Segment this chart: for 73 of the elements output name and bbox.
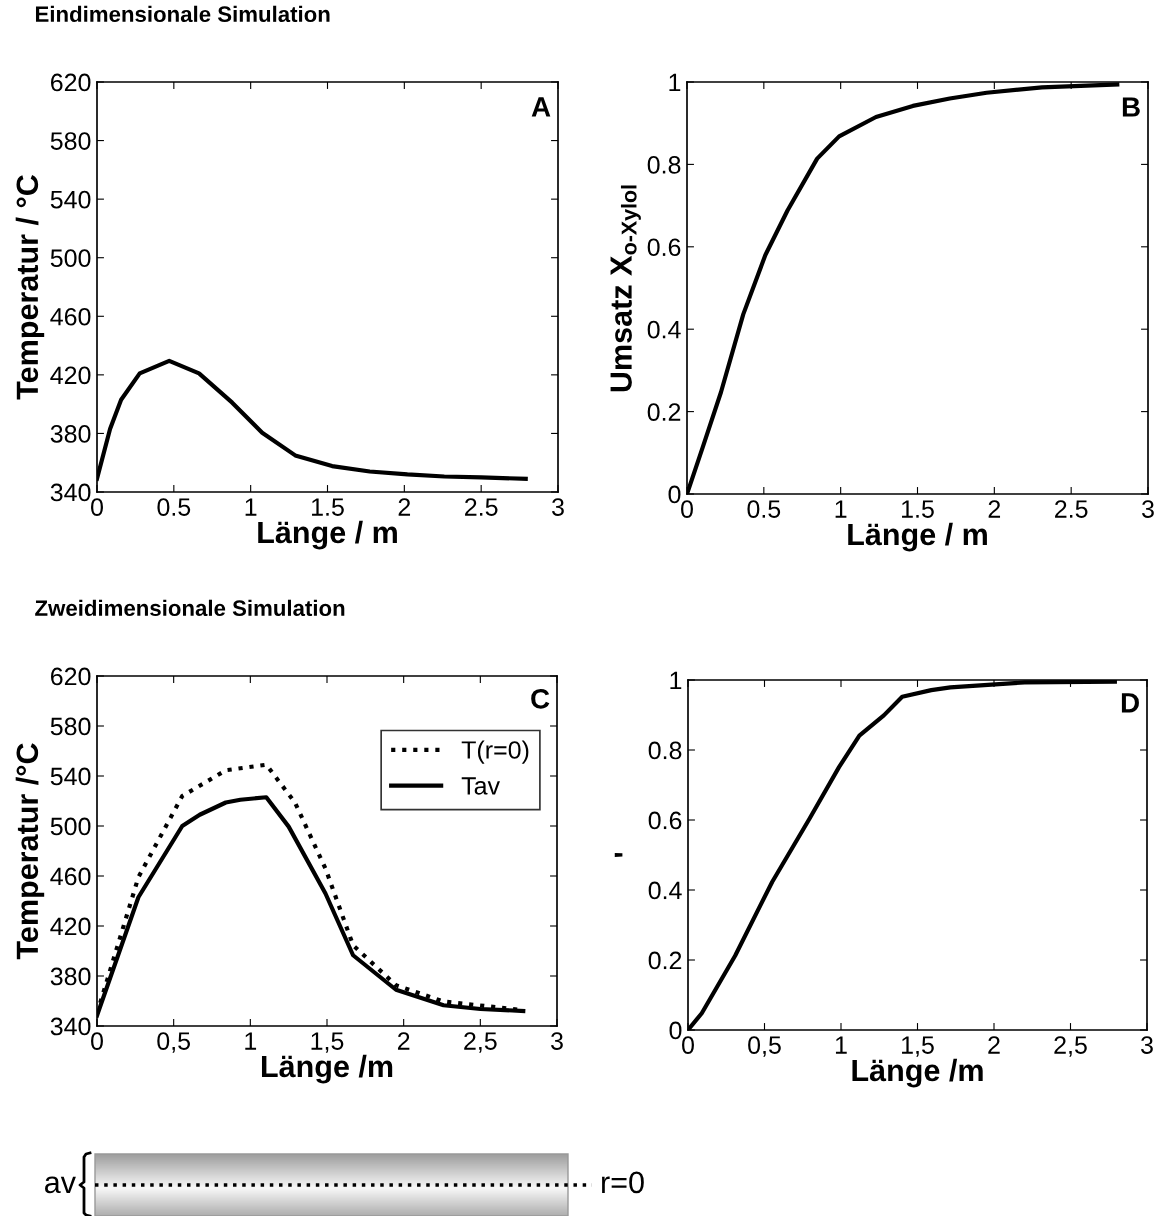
y-tick-label: 340 xyxy=(50,483,91,502)
x-tick-label: 1 xyxy=(835,1036,847,1054)
x-tick-label: 3 xyxy=(552,498,564,516)
x-tick-label: 0,5 xyxy=(748,1036,781,1057)
x-tick-label: 0 xyxy=(681,500,693,518)
y-tick-label: 1 xyxy=(670,671,682,690)
y-tick-label: 460 xyxy=(50,307,91,326)
x-axis-title: Länge /m xyxy=(261,1054,393,1084)
y-tick-label: 340 xyxy=(50,1017,91,1036)
x-tick-label: 2.5 xyxy=(465,498,498,516)
x-tick-label: 2.5 xyxy=(1055,500,1088,518)
y-tick-label: 420 xyxy=(50,917,91,936)
y-tick-label: 0.6 xyxy=(647,238,681,257)
y-tick-label: 620 xyxy=(51,73,91,92)
y-tick-label: 0.4 xyxy=(647,320,681,339)
y-tick-label: 0.2 xyxy=(647,403,681,421)
y-tick-label: 380 xyxy=(50,967,91,986)
annotation: B xyxy=(1122,97,1140,117)
y-tick-label: 0.2 xyxy=(648,951,682,970)
x-tick-label: 0 xyxy=(91,498,103,516)
legend-label: Tav xyxy=(461,777,500,795)
legend-label: T(r=0) xyxy=(461,740,529,764)
annotation: D xyxy=(1121,693,1139,713)
x-tick-label: 2,5 xyxy=(464,1032,497,1053)
y-tick-label: 620 xyxy=(51,667,91,686)
x-tick-label: 1 xyxy=(245,1032,257,1050)
y-tick-label: 460 xyxy=(50,867,91,886)
y-tick-label: 0.8 xyxy=(647,156,681,174)
x-axis-title: Länge / m xyxy=(258,520,397,550)
x-axis-title: Länge /m xyxy=(852,1058,983,1088)
x-tick-label: 1.5 xyxy=(902,500,934,518)
x-tick-label: 1,5 xyxy=(311,1032,344,1053)
x-tick-label: 0 xyxy=(682,1036,694,1054)
chart-title: Eindimensionale Simulation xyxy=(35,5,330,23)
x-tick-label: 2 xyxy=(397,1032,410,1050)
x-tick-label: 1 xyxy=(835,500,847,518)
y-tick-label: 0.4 xyxy=(648,881,682,900)
y-tick-label: 420 xyxy=(50,366,91,385)
x-tick-label: 0 xyxy=(91,1032,103,1050)
x-tick-label: 0,5 xyxy=(157,1032,190,1053)
y-tick-label: 540 xyxy=(50,767,91,786)
x-axis-title: Länge / m xyxy=(848,522,987,552)
y-tick-label: 380 xyxy=(50,425,91,443)
y-tick-label: 0 xyxy=(668,485,681,504)
x-tick-label: 2 xyxy=(988,500,1001,518)
y-tick-label: 1 xyxy=(669,73,681,92)
text: av xyxy=(45,1176,76,1194)
y-axis-title: Temperatur /°C xyxy=(15,743,45,960)
y-tick-label: 580 xyxy=(50,717,91,736)
annotation: C xyxy=(531,688,550,709)
x-tick-label: 1,5 xyxy=(902,1036,934,1057)
x-tick-label: 2 xyxy=(398,498,411,516)
x-tick-label: 0.5 xyxy=(157,498,191,516)
x-tick-label: 2,5 xyxy=(1054,1036,1087,1057)
x-tick-label: 1 xyxy=(245,498,257,516)
x-tick-label: 3 xyxy=(1142,500,1154,518)
y-axis-title: ' xyxy=(614,852,623,858)
y-tick-label: 0.6 xyxy=(648,811,682,830)
x-tick-label: 0.5 xyxy=(747,500,781,518)
y-tick-label: 0.8 xyxy=(648,741,682,760)
x-tick-label: 1.5 xyxy=(312,498,344,516)
annotation: A xyxy=(531,97,551,117)
x-tick-label: 3 xyxy=(1141,1036,1153,1054)
x-tick-label: 3 xyxy=(551,1032,563,1050)
y-axis-title: Umsatz X$_{o-Xylol}$ xyxy=(610,185,641,392)
y-tick-label: 580 xyxy=(50,132,91,150)
y-axis-title: Temperatur / °C xyxy=(15,175,45,400)
y-tick-label: 500 xyxy=(50,817,91,836)
y-tick-label: 540 xyxy=(50,190,91,209)
x-tick-label: 2 xyxy=(988,1036,1000,1054)
y-tick-label: 500 xyxy=(50,249,91,268)
text: r=0 xyxy=(602,1171,644,1194)
chart-title: Zweidimensionale Simulation xyxy=(35,599,345,617)
